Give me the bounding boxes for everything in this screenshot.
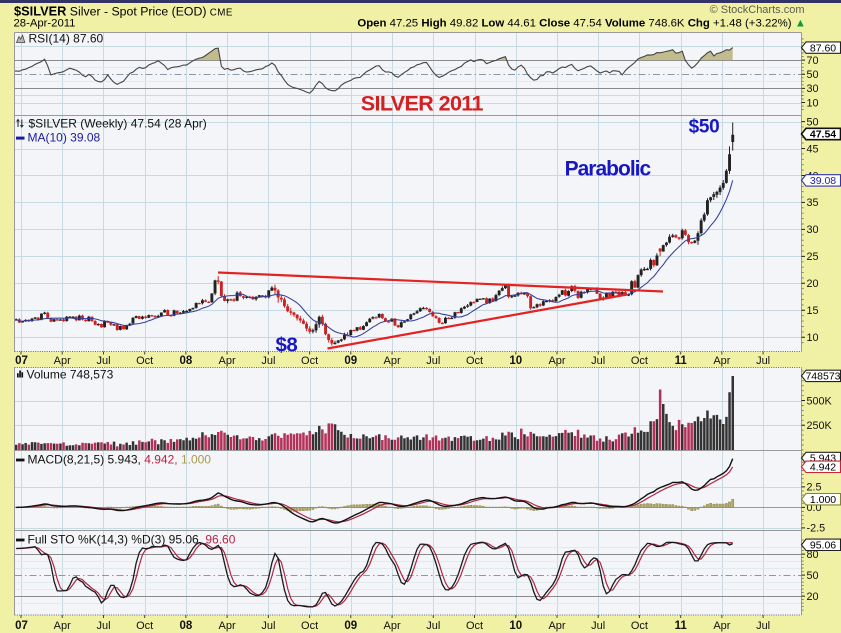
svg-text:09: 09 (344, 620, 357, 632)
svg-text:11: 11 (675, 620, 688, 632)
svg-text:10: 10 (509, 355, 522, 367)
svg-text:47.54: 47.54 (810, 129, 836, 141)
svg-text:Volume 748,573: Volume 748,573 (27, 367, 114, 381)
svg-text:Jul: Jul (96, 620, 110, 632)
svg-text:Oct: Oct (136, 355, 153, 367)
svg-text:Jul: Jul (591, 620, 605, 632)
svg-text:28-Apr-2011: 28-Apr-2011 (14, 18, 76, 30)
svg-text:30: 30 (807, 83, 819, 95)
svg-text:Jul: Jul (426, 355, 440, 367)
svg-text:30: 30 (807, 224, 819, 236)
svg-text:08: 08 (180, 355, 193, 367)
svg-text:Jul: Jul (96, 355, 110, 367)
svg-text:07: 07 (15, 620, 28, 632)
svg-text:20: 20 (807, 591, 819, 603)
svg-text:15: 15 (807, 305, 819, 317)
svg-text:Apr: Apr (713, 620, 730, 632)
svg-text:Full STO %K(14,3) %D(3) 95.06,: Full STO %K(14,3) %D(3) 95.06, 96.60 (28, 533, 236, 547)
svg-text:Apr: Apr (219, 620, 236, 632)
svg-text:20: 20 (807, 278, 819, 290)
svg-text:Apr: Apr (384, 620, 401, 632)
svg-text:09: 09 (344, 355, 357, 367)
svg-text:MACD(8,21,5) 5.943, 4.942, 1.0: MACD(8,21,5) 5.943, 4.942, 1.000 (28, 453, 212, 467)
svg-text:2.5: 2.5 (807, 482, 822, 494)
svg-text:SILVER 2011: SILVER 2011 (361, 92, 484, 116)
svg-text:80: 80 (807, 549, 819, 561)
svg-text:Jul: Jul (591, 355, 605, 367)
svg-text:39.08: 39.08 (810, 175, 836, 187)
svg-text:Oct: Oct (631, 620, 648, 632)
svg-text:Apr: Apr (713, 355, 730, 367)
svg-text:1.000: 1.000 (810, 494, 836, 506)
svg-text:Jul: Jul (756, 620, 770, 632)
svg-text:Oct: Oct (301, 620, 318, 632)
svg-text:MA(10) 39.08: MA(10) 39.08 (28, 131, 101, 145)
svg-text:35: 35 (807, 197, 819, 209)
svg-text:Oct: Oct (631, 355, 648, 367)
svg-text:Parabolic: Parabolic (565, 157, 652, 180)
svg-text:Apr: Apr (548, 355, 565, 367)
svg-text:4.942: 4.942 (810, 462, 836, 474)
svg-text:Oct: Oct (136, 620, 153, 632)
svg-text:Oct: Oct (466, 620, 483, 632)
svg-text:Apr: Apr (54, 620, 71, 632)
svg-text:Jul: Jul (756, 355, 770, 367)
svg-text:Apr: Apr (54, 355, 71, 367)
svg-text:50: 50 (807, 570, 819, 582)
svg-text:Jul: Jul (261, 620, 275, 632)
svg-text:50: 50 (807, 116, 819, 128)
svg-text:Apr: Apr (548, 620, 565, 632)
svg-text:$8: $8 (275, 333, 297, 356)
svg-text:95.06: 95.06 (810, 540, 836, 552)
svg-text:Apr: Apr (219, 355, 236, 367)
svg-text:$SILVER Silver - Spot Price (E: $SILVER Silver - Spot Price (EOD) CME (14, 3, 233, 18)
svg-text:10: 10 (807, 332, 819, 344)
svg-text:$50: $50 (689, 116, 720, 137)
svg-text:-2.5: -2.5 (807, 523, 826, 535)
svg-text:11: 11 (675, 355, 688, 367)
svg-text:250K: 250K (807, 420, 833, 432)
svg-text:87.60: 87.60 (810, 42, 836, 54)
svg-text:25: 25 (807, 251, 819, 263)
svg-text:10: 10 (807, 97, 819, 109)
svg-text:70: 70 (807, 55, 819, 67)
svg-text:08: 08 (180, 620, 193, 632)
svg-text:$SILVER (Weekly) 47.54 (28 Apr: $SILVER (Weekly) 47.54 (28 Apr) (29, 117, 207, 131)
svg-text:45: 45 (807, 143, 819, 155)
svg-text:Oct: Oct (466, 355, 483, 367)
svg-text:748573: 748573 (805, 371, 840, 383)
svg-text:Jul: Jul (426, 620, 440, 632)
svg-text:RSI(14) 87.60: RSI(14) 87.60 (29, 31, 104, 45)
svg-text:Open 47.25 High 49.82 Low 44.6: Open 47.25 High 49.82 Low 44.61 Close 47… (357, 18, 806, 30)
svg-text:Jul: Jul (261, 355, 275, 367)
svg-text:50: 50 (807, 69, 819, 81)
svg-text:10: 10 (509, 620, 522, 632)
svg-text:© StockCharts.com: © StockCharts.com (710, 4, 805, 16)
svg-text:07: 07 (15, 355, 28, 367)
svg-text:Apr: Apr (384, 355, 401, 367)
svg-text:500K: 500K (807, 395, 833, 407)
svg-text:Oct: Oct (301, 355, 318, 367)
